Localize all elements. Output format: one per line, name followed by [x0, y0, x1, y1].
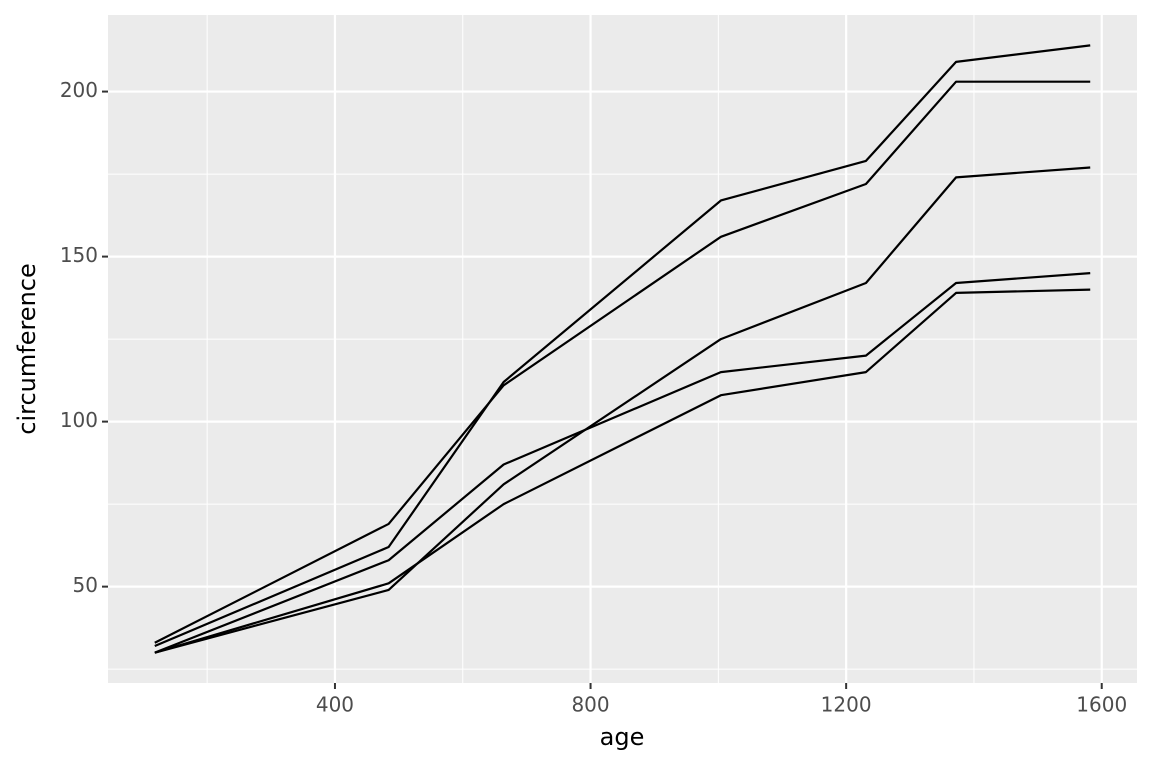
y-tick-label: 100: [60, 408, 98, 432]
y-tick-label: 50: [73, 573, 98, 597]
y-tick-label: 150: [60, 243, 98, 267]
y-axis-title: circumference: [13, 263, 41, 434]
line: [154, 44, 1091, 648]
x-tick-label: 800: [571, 693, 609, 717]
panel: [108, 15, 1137, 683]
x-tick-label: 400: [316, 693, 354, 717]
x-axis-title: age: [600, 723, 645, 751]
x-tick-label: 1600: [1076, 693, 1127, 717]
x-tick-label: 1200: [821, 693, 872, 717]
line: [154, 166, 1091, 654]
line: [154, 271, 1091, 654]
y-tick-label: 200: [60, 78, 98, 102]
line: [154, 80, 1091, 644]
line: [154, 288, 1091, 654]
